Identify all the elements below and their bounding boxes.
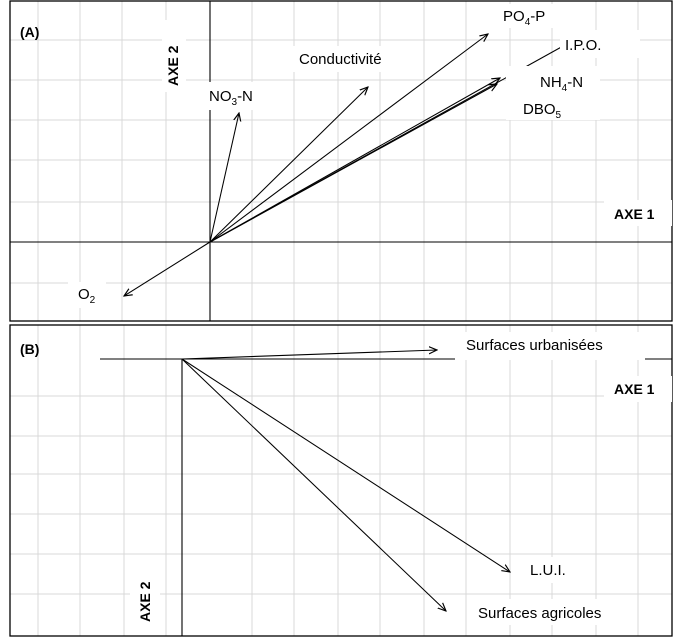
vector-surfaces-urbanisees [181, 350, 437, 360]
label-bg-axis2-b [130, 562, 160, 628]
panel-b-vectors [181, 350, 510, 611]
label-bg-nh4-dbo5 [506, 66, 600, 120]
vector-nh4-n [209, 78, 500, 243]
label-surfaces-agricoles: Surfaces agricoles [478, 605, 601, 622]
vector-po4-p [209, 34, 488, 243]
panel-b-grid [10, 325, 672, 636]
label-surfaces-urbanisees: Surfaces urbanisées [466, 337, 603, 354]
panel-a-axis-1-label: AXE 1 [614, 206, 655, 222]
label-bg-surfaces-urbanisees [455, 332, 645, 360]
panel-a-axis-2-label: AXE 2 [165, 45, 181, 86]
vector-surfaces-agricoles [181, 358, 446, 611]
label-bg-axis1-b [604, 376, 672, 402]
label-no3-n: NO3-N [209, 88, 253, 108]
panel-b-axis-2-label: AXE 2 [137, 581, 153, 622]
label-conductivite: Conductivité [299, 51, 382, 68]
panel-b: (B) AXE 1 AXE 2 Surfaces urbanisées L.U.… [0, 324, 673, 637]
label-bg-surfaces-agricoles [470, 599, 632, 625]
panel-a-vectors [124, 34, 574, 296]
label-bg-po4-p [498, 4, 558, 28]
label-dbo5: DBO5 [523, 101, 562, 121]
vector-dbo5 [209, 84, 497, 243]
panel-a: (A) AXE 1 AXE 2 PO4-P I.P.O. NH4-N DBO5 … [9, 0, 673, 322]
panel-b-axis-1-label: AXE 1 [614, 381, 655, 397]
label-ipo: I.P.O. [565, 37, 601, 54]
label-bg-no3-n [204, 82, 266, 110]
panel-a-frame [9, 0, 673, 322]
panel-a-tag: (A) [20, 24, 39, 40]
label-bg-conductivite [292, 46, 402, 72]
vector-no3-n [209, 113, 239, 243]
panel-b-diagram: (B) AXE 1 AXE 2 Surfaces urbanisées L.U.… [9, 324, 673, 637]
label-bg-ipo [560, 30, 640, 58]
label-nh4-n: NH4-N [540, 74, 583, 94]
label-o2: O2 [78, 286, 96, 306]
panel-b-frame [9, 324, 673, 637]
label-bg-axis1-a [604, 200, 672, 226]
label-bg-axis2-a [162, 20, 186, 92]
vector-lui [181, 358, 510, 572]
label-po4-p: PO4-P [503, 8, 545, 28]
label-lui: L.U.I. [530, 562, 566, 579]
label-bg-lui [520, 557, 592, 583]
vector-o2 [124, 241, 211, 296]
vector-conductivite [209, 87, 368, 243]
panel-b-tag: (B) [20, 341, 39, 357]
label-bg-o2 [68, 282, 106, 308]
panel-a-diagram: (A) AXE 1 AXE 2 PO4-P I.P.O. NH4-N DBO5 … [9, 0, 673, 322]
